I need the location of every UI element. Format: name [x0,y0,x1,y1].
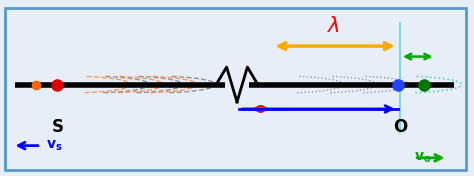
Text: O: O [393,118,407,136]
Text: $\mathbf{v_o}$: $\mathbf{v_o}$ [414,151,432,165]
Text: S: S [51,118,64,136]
Text: $\lambda$: $\lambda$ [328,16,340,36]
Text: $\mathbf{v_s}$: $\mathbf{v_s}$ [46,138,62,153]
